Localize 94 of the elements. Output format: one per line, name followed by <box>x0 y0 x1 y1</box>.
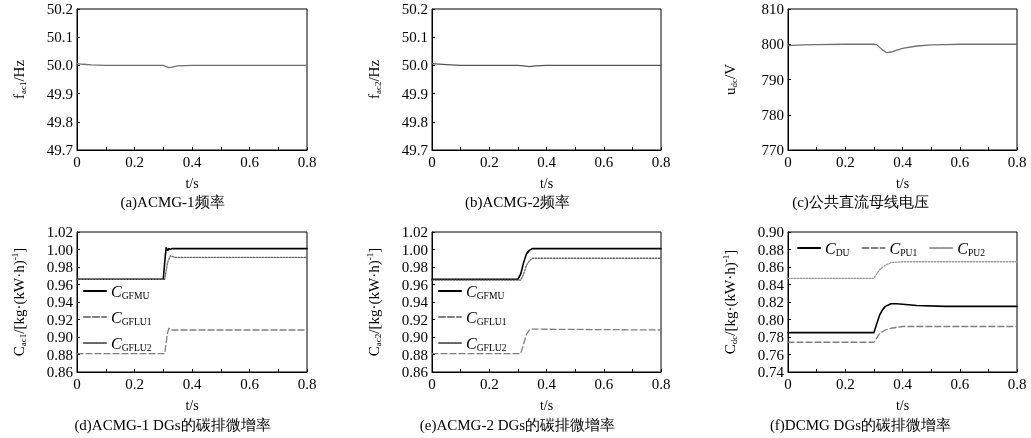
x-tick-label: 0.2 <box>835 375 855 392</box>
y-tick-label: 0.96 <box>401 276 429 293</box>
x-tick-label: 0.8 <box>1007 375 1027 392</box>
x-tick-label: 0.6 <box>594 375 614 392</box>
line-series <box>787 325 1018 343</box>
y-tick-label: 780 <box>761 106 784 123</box>
text: (b)ACMG-2频率 <box>465 193 570 211</box>
x-tick-label: 0.2 <box>125 153 144 170</box>
y-tick-label: 49.9 <box>46 85 73 102</box>
y-tick-label: 810 <box>761 1 784 17</box>
y-tick-label: 50.2 <box>46 1 73 17</box>
x-tick-label: 0.8 <box>297 153 317 170</box>
text: (e)ACMG-2 DGs的碳排微增率 <box>419 416 616 434</box>
y-tick-label: 0.98 <box>46 259 73 275</box>
y-tick-label: 0.94 <box>46 294 74 310</box>
y-tick-label: 0.98 <box>401 259 428 275</box>
y-tick-label: 0.78 <box>757 329 784 345</box>
y-tick-label: 50.1 <box>46 29 73 46</box>
x-axis-title: t/s <box>539 397 554 413</box>
x-tick-label: 0 <box>428 153 436 170</box>
line-series <box>787 43 1018 54</box>
y-tick-label: 49.7 <box>46 142 74 158</box>
y-tick-label: 0.88 <box>46 346 73 363</box>
x-axis-title: t/s <box>185 397 199 413</box>
y-tick-label: 790 <box>761 71 784 88</box>
line-series <box>431 257 662 281</box>
y-tick-label: 1.02 <box>46 224 73 240</box>
x-tick-label: 0.8 <box>651 375 671 392</box>
y-tick-label: 0.84 <box>757 276 785 293</box>
x-tick-label: 0.6 <box>594 153 614 170</box>
x-tick-label: 0.4 <box>893 153 913 170</box>
text: (f)DCMG DGs的碳排微增率 <box>769 416 952 434</box>
x-axis-title: t/s <box>539 175 554 191</box>
y-tick-label: 49.7 <box>401 142 429 158</box>
x-tick-label: 0.6 <box>950 153 970 170</box>
x-tick-label: 0.8 <box>651 153 671 170</box>
y-tick-label: 1.00 <box>46 241 73 258</box>
y-axis-title: udc/V <box>721 63 739 95</box>
y-tick-label: 0.90 <box>757 224 784 240</box>
y-tick-label: 0.86 <box>46 364 74 380</box>
y-tick-label: 0.74 <box>757 364 785 380</box>
line-series <box>76 254 308 280</box>
y-tick-label: 0.90 <box>46 329 73 345</box>
y-tick-label: 50.1 <box>401 29 428 46</box>
x-tick-label: 0.4 <box>182 153 202 170</box>
x-tick-label: 0.4 <box>537 375 557 392</box>
y-tick-label: 0.88 <box>401 346 428 363</box>
x-tick-label: 0.6 <box>240 153 260 170</box>
x-tick-label: 0 <box>73 153 81 170</box>
y-tick-label: 0.92 <box>46 311 73 328</box>
x-tick-label: 0.4 <box>182 375 202 392</box>
y-tick-label: 49.9 <box>401 85 428 102</box>
y-tick-label: 0.86 <box>757 259 785 275</box>
y-tick-label: 1.00 <box>401 241 428 258</box>
y-tick-label: 0.96 <box>46 276 74 293</box>
y-tick-label: 0.80 <box>757 311 784 328</box>
y-tick-label: 50.2 <box>401 1 428 17</box>
y-tick-label: 49.8 <box>401 113 428 130</box>
y-tick-label: 0.90 <box>401 329 428 345</box>
x-tick-label: 0 <box>784 153 792 170</box>
line-series <box>787 261 1018 280</box>
x-tick-label: 0 <box>73 375 81 392</box>
x-tick-label: 0.4 <box>537 153 557 170</box>
text: (a)ACMG-1频率 <box>120 193 225 211</box>
x-tick-label: 0 <box>428 375 436 392</box>
x-tick-label: 0.6 <box>950 375 970 392</box>
y-tick-label: 770 <box>761 142 784 158</box>
x-axis-title: t/s <box>185 175 199 191</box>
y-tick-label: 0.86 <box>401 364 429 380</box>
y-tick-label: 50.0 <box>46 57 73 74</box>
x-axis-title: t/s <box>895 175 910 191</box>
y-tick-label: 1.02 <box>401 224 428 240</box>
x-tick-label: 0.8 <box>297 375 317 392</box>
x-tick-label: 0 <box>784 375 792 392</box>
line-series <box>431 328 662 355</box>
text: (c)公共直流母线电压 <box>792 193 929 211</box>
x-tick-label: 0.4 <box>893 375 913 392</box>
x-tick-label: 0.6 <box>240 375 260 392</box>
y-tick-label: 49.8 <box>46 113 73 130</box>
y-tick-label: 0.88 <box>757 241 784 258</box>
y-tick-label: 0.92 <box>401 311 428 328</box>
y-tick-label: 0.94 <box>401 294 429 310</box>
x-axis-title: t/s <box>895 397 910 413</box>
x-tick-label: 0.2 <box>479 153 499 170</box>
y-tick-label: 50.0 <box>401 57 428 74</box>
text: (d)ACMG-1 DGs的碳排微增率 <box>74 416 271 434</box>
x-tick-label: 0.2 <box>479 375 499 392</box>
x-tick-label: 0.2 <box>125 375 144 392</box>
y-tick-label: 800 <box>761 36 784 53</box>
y-tick-label: 0.82 <box>757 294 784 310</box>
y-axis-title: fac1/Hz <box>10 59 28 100</box>
x-tick-label: 0.2 <box>835 153 855 170</box>
x-tick-label: 0.8 <box>1007 153 1027 170</box>
y-tick-label: 0.76 <box>757 346 785 363</box>
